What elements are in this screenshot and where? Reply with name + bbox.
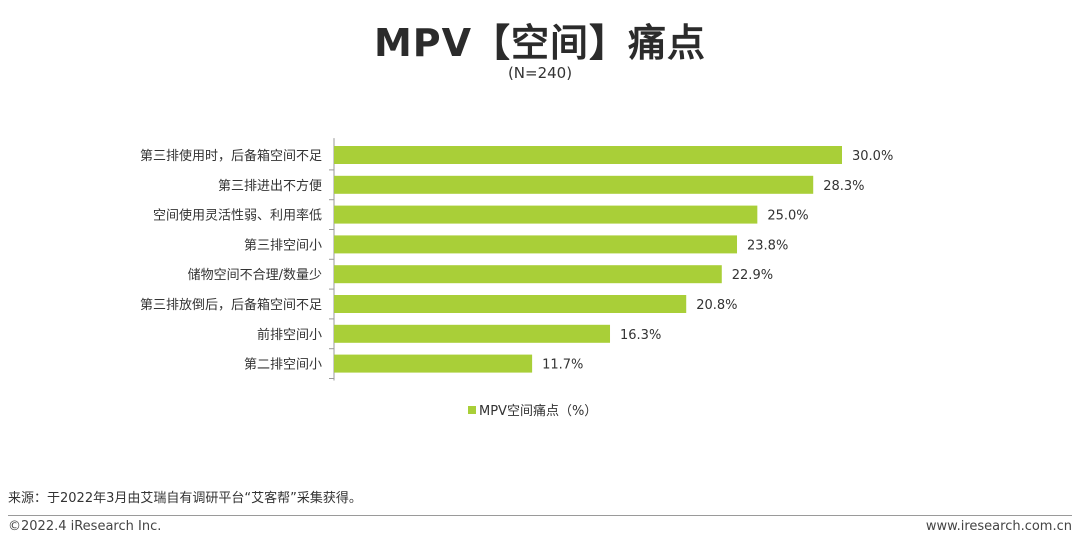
- category-label: 第三排放倒后，后备箱空间不足: [140, 297, 322, 313]
- bar: [334, 295, 687, 313]
- category-label: 第三排使用时，后备箱空间不足: [140, 148, 322, 164]
- bar: [334, 265, 722, 284]
- bar: [334, 175, 814, 194]
- category-label: 储物空间不合理/数量少: [188, 268, 322, 283]
- category-label: 第三排进出不方便: [218, 178, 322, 194]
- data-label: 28.3%: [823, 179, 864, 194]
- bar-chart: 第三排使用时，后备箱空间不足 30.0% 第三排进出不方便 28.3% 空间使用灵活性弱…: [140, 138, 893, 419]
- copyright-text: ©2022.4 iResearch Inc.: [8, 519, 162, 534]
- category-label: 前排空间小: [257, 327, 322, 343]
- data-label: 20.8%: [696, 298, 737, 313]
- data-label: 23.8%: [747, 238, 788, 253]
- bar: [334, 205, 758, 224]
- legend-swatch: [468, 406, 476, 414]
- legend-label: MPV空间痛点（%）: [479, 403, 597, 419]
- bar: [334, 324, 611, 343]
- footer-divider: [8, 515, 1072, 516]
- bar: [334, 235, 738, 254]
- category-label: 第二排空间小: [244, 358, 322, 373]
- website-link[interactable]: www.iresearch.com.cn: [925, 519, 1072, 534]
- category-label: 空间使用灵活性弱、利用率低: [153, 208, 322, 224]
- source-note: 来源：于2022年3月由艾瑞自有调研平台“艾客帮”采集获得。: [8, 491, 362, 506]
- bar: [334, 354, 533, 373]
- data-label: 22.9%: [732, 268, 773, 283]
- data-label: 16.3%: [620, 328, 661, 343]
- bar: [334, 146, 842, 164]
- data-label: 30.0%: [852, 149, 893, 164]
- data-label: 11.7%: [542, 358, 583, 373]
- data-label: 25.0%: [767, 209, 808, 224]
- category-label: 第三排空间小: [244, 238, 322, 253]
- chart-subtitle: (N=240): [507, 64, 573, 82]
- chart-title: MPV【空间】痛点: [373, 21, 707, 65]
